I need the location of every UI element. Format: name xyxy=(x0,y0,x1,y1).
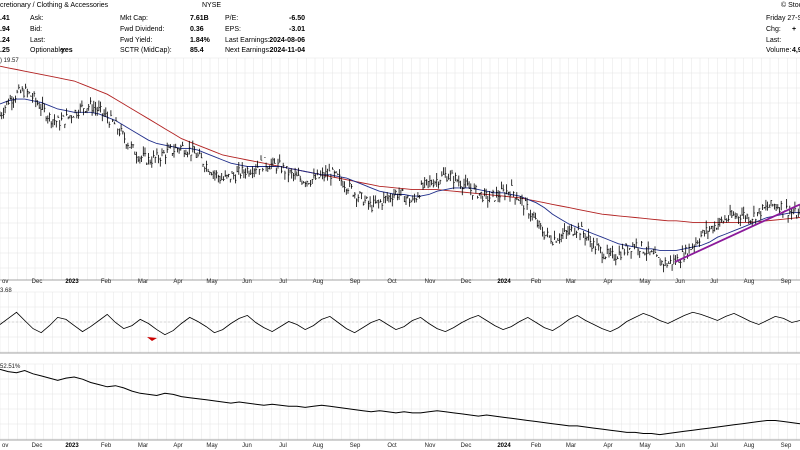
rsi-value-label: 3.68 xyxy=(0,288,12,294)
exchange-label: NYSE xyxy=(202,2,221,9)
x-tick-label: Aug xyxy=(744,443,755,449)
x-tick-label: May xyxy=(206,443,217,449)
x-tick-label: 2024 xyxy=(497,443,511,449)
x-tick-label: Sep xyxy=(350,443,361,449)
trendline xyxy=(674,203,800,263)
x-tick-label: Feb xyxy=(101,279,112,285)
price-marker-label: ) 19.57 xyxy=(0,58,19,64)
sma200-line xyxy=(0,65,800,223)
x-tick-label: May xyxy=(639,279,650,285)
header-right-label: Last: xyxy=(766,37,781,44)
x-tick-label: ov xyxy=(2,279,8,285)
header-right-label: Chg: xyxy=(766,26,781,33)
x-tick-label: Mar xyxy=(566,443,576,449)
header-left-value: .41 xyxy=(0,15,10,22)
header-right-date: Friday 27-S xyxy=(766,15,800,22)
header-col2-label: Bid: xyxy=(30,26,42,33)
x-tick-label: Dec xyxy=(461,443,472,449)
header-right-value: 4,9 xyxy=(792,47,800,54)
optionable-value: yes xyxy=(61,47,73,54)
header-col2-label: Last: xyxy=(30,37,45,44)
x-tick-label: 2024 xyxy=(497,279,511,285)
header-left-value: .25 xyxy=(0,47,10,54)
header-right-value: + xyxy=(792,26,796,33)
header-left-value: .94 xyxy=(0,26,10,33)
x-tick-label: Mar xyxy=(138,279,148,285)
header-col3-value: 1.84% xyxy=(190,37,211,44)
x-tick-label: Jun xyxy=(675,279,685,285)
sector-label: cretionary / Clothing & Accessories xyxy=(0,2,109,9)
header-col4-label: Last Earnings: xyxy=(225,37,270,44)
x-tick-label: Dec xyxy=(32,279,43,285)
x-tick-label: Apr xyxy=(603,279,612,285)
x-tick-label: Jul xyxy=(710,279,718,285)
x-tick-label: Feb xyxy=(101,443,112,449)
header-col4-label: Next Earnings: xyxy=(225,47,271,54)
header-col3-label: Mkt Cap: xyxy=(120,15,148,22)
sma50-line xyxy=(0,98,800,251)
x-tick-label: Sep xyxy=(781,443,792,449)
header-col4-value: 2024-08-06 xyxy=(269,37,305,44)
header-col4-label: EPS: xyxy=(225,26,241,33)
x-tick-label: Feb xyxy=(531,279,542,285)
header-col3-label: Fwd Dividend: xyxy=(120,26,164,33)
header-col3-label: SCTR (MidCap): xyxy=(120,47,172,54)
x-tick-label: Dec xyxy=(32,443,43,449)
x-tick-label: Jun xyxy=(242,279,252,285)
x-tick-label: May xyxy=(639,443,650,449)
header-left-value: .24 xyxy=(0,37,10,44)
x-tick-label: Sep xyxy=(350,279,361,285)
x-tick-label: Jun xyxy=(675,443,685,449)
x-tick-label: Mar xyxy=(566,279,576,285)
x-tick-label: Jul xyxy=(710,443,718,449)
x-tick-label: May xyxy=(206,279,217,285)
x-tick-label: Feb xyxy=(531,443,542,449)
x-tick-label: Apr xyxy=(173,443,182,449)
x-tick-label: Jun xyxy=(242,443,252,449)
x-tick-label: Apr xyxy=(603,443,612,449)
x-tick-label: Mar xyxy=(138,443,148,449)
rsi-oversold-fill xyxy=(147,337,157,341)
x-tick-label: 2023 xyxy=(65,279,79,285)
header-col2-label: Ask: xyxy=(30,15,44,22)
x-tick-label: Jul xyxy=(279,443,287,449)
header-col3-value: 7.61B xyxy=(190,15,209,22)
x-tick-label: Nov xyxy=(425,279,436,285)
header-col4-value: -3.01 xyxy=(289,26,305,33)
x-tick-label: Sep xyxy=(781,279,792,285)
relative-value-label: 52.51% xyxy=(0,364,21,370)
header-col4-label: P/E: xyxy=(225,15,238,22)
header-col3-value: 0.36 xyxy=(190,26,204,33)
watermark: © StockC xyxy=(781,1,800,9)
header-col4-value: 2024-11-04 xyxy=(270,47,306,54)
relative-line xyxy=(0,368,800,436)
x-tick-label: Oct xyxy=(387,279,397,285)
x-tick-label: Nov xyxy=(425,443,436,449)
header-col3-value: 85.4 xyxy=(190,47,204,54)
header-col4-value: -6.50 xyxy=(289,15,305,22)
x-tick-label: Aug xyxy=(313,279,324,285)
header-right-label: Volume: xyxy=(766,47,791,54)
x-tick-label: Dec xyxy=(461,279,472,285)
header-col3-label: Fwd Yield: xyxy=(120,37,152,44)
x-tick-label: ov xyxy=(2,443,8,449)
x-tick-label: Oct xyxy=(387,443,397,449)
rsi-line xyxy=(0,311,800,336)
x-tick-label: Jul xyxy=(279,279,287,285)
x-tick-label: Aug xyxy=(744,279,755,285)
x-tick-label: Apr xyxy=(173,279,182,285)
x-tick-label: Aug xyxy=(313,443,324,449)
x-tick-label: 2023 xyxy=(65,443,79,449)
header-col2-label: Optionable: xyxy=(30,47,66,54)
